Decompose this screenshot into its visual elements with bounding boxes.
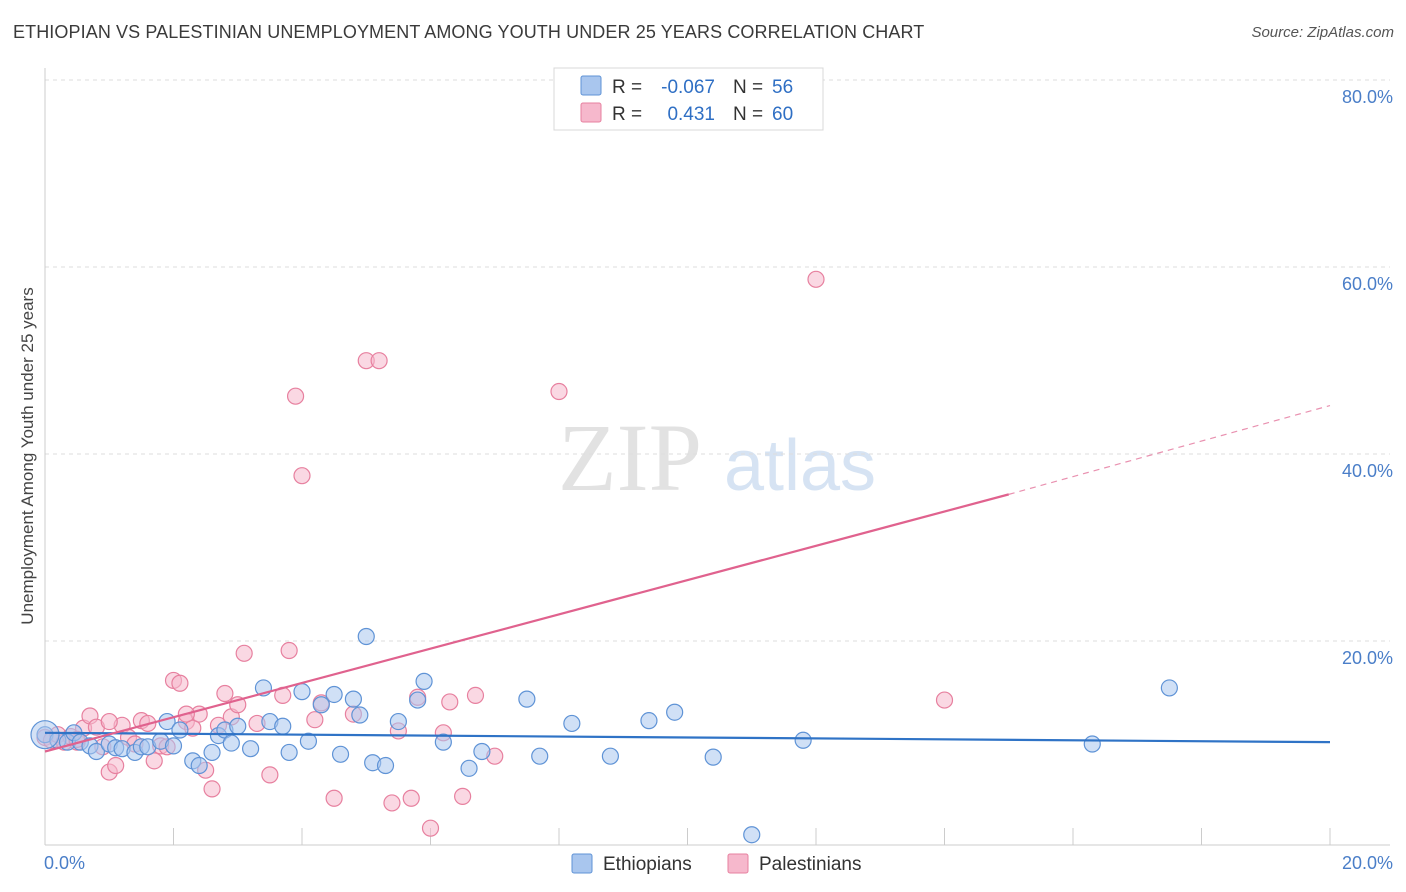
chart-title: ETHIOPIAN VS PALESTINIAN UNEMPLOYMENT AM… <box>13 22 925 42</box>
legend-r-palestinians: 0.431 <box>667 104 715 125</box>
ethiopian-point-35 <box>351 706 369 724</box>
ethiopian-point-42 <box>434 733 452 751</box>
palestinian-point-31 <box>235 644 253 662</box>
ethiopian-point-38 <box>376 756 395 775</box>
ethiopian-point-36 <box>357 627 375 646</box>
legend-n-ethiopians: 56 <box>772 77 793 98</box>
ethiopian-point-29 <box>293 683 311 701</box>
ethiopian-point-55 <box>1160 679 1178 697</box>
palestinian-point-52 <box>466 686 485 705</box>
y-axis-label: Unemployment Among Youth under 25 years <box>18 287 37 624</box>
correlation-legend: R = -0.067 N = 56 R = 0.431 N = 60 <box>553 67 824 131</box>
bottom-legend-palestinians: Palestinians <box>759 854 861 875</box>
palestinian-point-11 <box>107 756 125 775</box>
ethiopian-point-24 <box>242 740 260 758</box>
y-tick-labels: 20.0% 40.0% 60.0% 80.0% <box>1342 87 1393 668</box>
ethiopian-point-43 <box>460 759 478 777</box>
palestinian-point-46 <box>402 789 420 807</box>
ethiopian-point-31 <box>312 696 330 714</box>
ethiopian-point-48 <box>601 747 620 765</box>
ethiopian-point-6 <box>87 742 106 761</box>
legend-r-label-2: R = <box>612 104 642 125</box>
ethiopians-trend-line <box>44 731 1331 744</box>
y-tick-label-20: 20.0% <box>1342 648 1393 668</box>
palestinian-point-43 <box>370 352 388 370</box>
palestinian-point-58 <box>100 712 118 731</box>
palestinian-point-37 <box>293 467 311 485</box>
palestinian-point-51 <box>454 787 472 805</box>
legend-swatch-ethiopians <box>580 75 602 96</box>
series-legend: Ethiopians Palestinians <box>571 853 861 875</box>
ethiopian-point-52 <box>743 826 761 844</box>
ethiopian-point-39 <box>389 712 407 731</box>
palestinian-point-35 <box>280 641 298 660</box>
ethiopian-point-50 <box>666 703 684 721</box>
ethiopian-point-18 <box>190 756 208 775</box>
x-tick-marks <box>44 828 1331 845</box>
palestinian-point-28 <box>216 684 234 703</box>
ethiopian-point-53 <box>794 731 812 749</box>
x-tick-label-max: 20.0% <box>1342 853 1393 873</box>
ethiopian-cluster-point <box>30 720 60 750</box>
palestinian-point-21 <box>171 674 189 692</box>
palestinians-trend-extension <box>1008 404 1331 495</box>
palestinian-point-50 <box>441 693 459 711</box>
legend-n-palestinians: 60 <box>772 104 793 125</box>
ethiopian-point-34 <box>344 690 362 708</box>
legend-r-ethiopians: -0.067 <box>661 77 715 98</box>
ethiopian-point-28 <box>280 743 298 762</box>
ethiopian-point-16 <box>171 721 189 739</box>
x-tick-label-min: 0.0% <box>44 853 85 873</box>
axes <box>44 68 1390 846</box>
bottom-legend-swatch-ethiopians <box>571 853 593 874</box>
legend-n-label-1: N = <box>733 77 763 98</box>
ethiopian-point-47 <box>563 714 581 733</box>
palestinian-point-26 <box>203 780 221 798</box>
ethiopian-point-30 <box>299 732 318 750</box>
ethiopian-point-44 <box>473 742 491 761</box>
legend-swatch-palestinians <box>580 102 602 123</box>
palestinian-point-56 <box>935 691 954 709</box>
palestinian-point-40 <box>325 789 343 807</box>
palestinian-point-33 <box>261 766 279 784</box>
source-credit: Source: ZipAtlas.com <box>1251 24 1394 41</box>
ethiopian-point-54 <box>1083 735 1101 753</box>
watermark-zip: ZIP <box>558 404 702 511</box>
ethiopian-point-15 <box>164 737 183 755</box>
palestinian-point-17 <box>145 752 163 770</box>
gridlines <box>45 79 1390 642</box>
palestinian-point-48 <box>421 819 440 837</box>
palestinian-point-36 <box>286 387 305 405</box>
y-tick-label-80: 80.0% <box>1342 87 1393 107</box>
ethiopian-point-41 <box>415 672 433 690</box>
bottom-legend-swatch-palestinians <box>727 853 749 874</box>
bottom-legend-ethiopians: Ethiopians <box>603 854 692 875</box>
ethiopian-point-23 <box>229 717 247 735</box>
ethiopian-point-19 <box>203 743 221 762</box>
ethiopian-point-45 <box>518 690 536 708</box>
ethiopian-point-40 <box>409 691 427 709</box>
palestinian-point-44 <box>383 794 401 812</box>
ethiopian-point-46 <box>531 747 549 765</box>
y-tick-label-60: 60.0% <box>1342 274 1393 294</box>
palestinians-trend-line <box>44 493 1010 753</box>
ethiopian-point-51 <box>704 748 722 766</box>
watermark-atlas: atlas <box>724 426 876 506</box>
ethiopian-point-49 <box>640 712 658 730</box>
legend-n-label-2: N = <box>733 104 763 125</box>
palestinian-point-54 <box>550 382 568 401</box>
palestinian-point-38 <box>306 711 324 729</box>
ethiopian-point-22 <box>222 734 240 752</box>
ethiopians-points <box>30 627 1178 844</box>
palestinian-point-55 <box>807 270 825 288</box>
ethiopian-point-27 <box>274 717 292 735</box>
ethiopian-point-32 <box>325 685 343 704</box>
y-tick-label-40: 40.0% <box>1342 461 1393 481</box>
trend-lines <box>44 404 1331 753</box>
legend-r-label-1: R = <box>612 77 642 98</box>
ethiopian-point-33 <box>331 745 350 763</box>
